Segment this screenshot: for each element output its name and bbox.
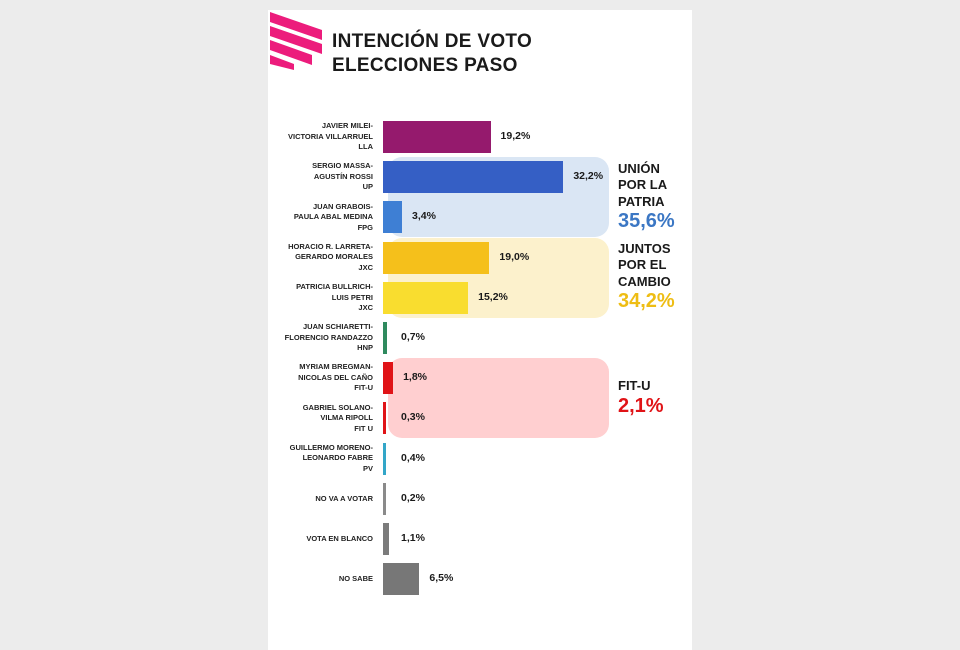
value-label: 1,1%	[401, 532, 425, 544]
value-label: 0,2%	[401, 491, 425, 504]
logo-stripe	[270, 12, 322, 40]
candidate-label-line: GUILLERMO MORENO-	[289, 442, 373, 452]
candidate-label: GABRIEL SOLANO- VILMA RIPOLL FIT U	[273, 403, 373, 435]
bar	[383, 442, 386, 475]
value-label: 0,7%	[401, 331, 425, 343]
value-label: 3,4%	[412, 210, 436, 223]
candidate-label-line: NO VA A VOTAR	[315, 493, 373, 503]
candidate-label-line: FIT U	[354, 423, 373, 433]
value-label: 19,2%	[500, 130, 531, 142]
bar	[383, 362, 394, 395]
bar	[383, 322, 387, 354]
candidate-label-line: NO SABE	[338, 573, 373, 583]
candidate-label-line: VOTA EN BLANCO	[306, 533, 373, 543]
candidate-label: JUAN SCHIARETTI- FLORENCIO RANDAZZO HNP	[273, 322, 373, 354]
candidate-label-line: FIT-U	[354, 383, 373, 393]
candidate-label-line: SERGIO MASSA-	[312, 161, 373, 171]
candidate-label-line: JUAN SCHIARETTI-	[302, 322, 373, 332]
group-name: FIT-U	[618, 378, 651, 395]
bar	[383, 523, 390, 555]
candidate-label-line: GABRIEL SOLANO-	[302, 402, 373, 412]
value-label: 0,4%	[401, 451, 425, 464]
chart-title-line-2: ELECCIONES PASO	[332, 55, 518, 76]
value-label: 6,5%	[429, 572, 454, 585]
candidate-label-line: FPG	[357, 222, 373, 232]
bar	[383, 121, 491, 153]
logo-stripe	[270, 26, 322, 54]
group-name-line: JUNTOS	[618, 240, 671, 256]
group-total: 35,6%	[618, 210, 675, 233]
candidate-label-line: GERARDO MORALES	[295, 252, 373, 262]
candidate-label: GUILLERMO MORENO- LEONARDO FABRE PV	[273, 443, 373, 475]
group-box	[388, 358, 609, 439]
bar	[383, 201, 403, 234]
group-total: 2,1%	[618, 394, 664, 417]
candidate-label-line: FLORENCIO RANDAZZO	[284, 332, 373, 342]
bar	[383, 161, 564, 194]
chart-card	[268, 10, 692, 650]
candidate-label-line: JXC	[358, 262, 373, 272]
candidate-label-line: LLA	[358, 142, 373, 152]
candidate-label: NO VA A VOTAR	[273, 494, 373, 505]
candidate-label-line: HORACIO R. LARRETA-	[288, 241, 373, 251]
candidate-label-line: HNP	[357, 343, 373, 353]
candidate-label-line: VICTORIA VILLARRUEL	[287, 131, 373, 141]
bar	[383, 482, 386, 515]
candidate-label-line: JUAN GRABOIS-	[312, 201, 373, 211]
candidate-label: VOTA EN BLANCO	[273, 534, 373, 545]
chart-title-line-1: INTENCIÓN DE VOTO	[332, 31, 533, 52]
group-name: JUNTOS POR EL CAMBIO	[618, 241, 671, 291]
bar	[383, 563, 420, 596]
candidate-label-line: AGUSTÍN ROSSI	[313, 171, 373, 181]
value-label: 15,2%	[478, 290, 508, 303]
group-name-line: CAMBIO	[618, 273, 671, 289]
logo-stripe	[270, 55, 294, 70]
value-label: 1,8%	[403, 371, 428, 384]
bar	[383, 281, 469, 314]
candidate-label-line: NICOLAS DEL CAÑO	[298, 372, 373, 382]
candidate-label-line: LUIS PETRI	[331, 292, 373, 302]
group-name-line: POR LA	[618, 177, 668, 193]
candidate-label-line: PV	[362, 463, 373, 473]
group-name-line: PATRIA	[618, 193, 665, 209]
value-label: 19,0%	[499, 250, 530, 263]
logo-stripes-icon	[270, 12, 322, 70]
candidate-label: JUAN GRABOIS- PAULA ABAL MEDINA FPG	[273, 202, 373, 234]
candidate-label-line: MYRIAM BREGMAN-	[299, 362, 373, 372]
group-name-line: POR EL	[618, 257, 667, 273]
value-label: 0,3%	[401, 411, 425, 424]
candidate-label-line: VILMA RIPOLL	[320, 413, 373, 423]
candidate-label: NO SABE	[273, 574, 373, 585]
candidate-label: HORACIO R. LARRETA- GERARDO MORALES JXC	[273, 242, 373, 274]
bar	[383, 402, 386, 435]
candidate-label-line: JAVIER MILEI-	[321, 121, 373, 131]
candidate-label-line: LEONARDO FABRE	[302, 453, 373, 463]
group-name-line: FIT-U	[618, 378, 651, 394]
candidate-label: SERGIO MASSA- AGUSTÍN ROSSI UP	[273, 161, 373, 193]
group-name: UNIÓN POR LA PATRIA	[618, 161, 667, 211]
group-name-line: UNIÓN	[618, 160, 660, 176]
candidate-label: PATRICIA BULLRICH- LUIS PETRI JXC	[273, 282, 373, 314]
candidate-label-line: JXC	[358, 303, 373, 313]
value-label: 32,2%	[573, 170, 604, 183]
candidate-label: JAVIER MILEI- VICTORIA VILLARRUEL LLA	[273, 121, 373, 153]
candidate-label-line: PATRICIA BULLRICH-	[296, 282, 373, 292]
logo-stripe	[270, 40, 312, 65]
candidate-label: MYRIAM BREGMAN- NICOLAS DEL CAÑO FIT-U	[273, 362, 373, 394]
candidate-label-line: UP	[362, 182, 373, 192]
bar	[383, 241, 490, 274]
group-total: 34,2%	[618, 290, 675, 313]
candidate-label-line: PAULA ABAL MEDINA	[293, 212, 373, 222]
